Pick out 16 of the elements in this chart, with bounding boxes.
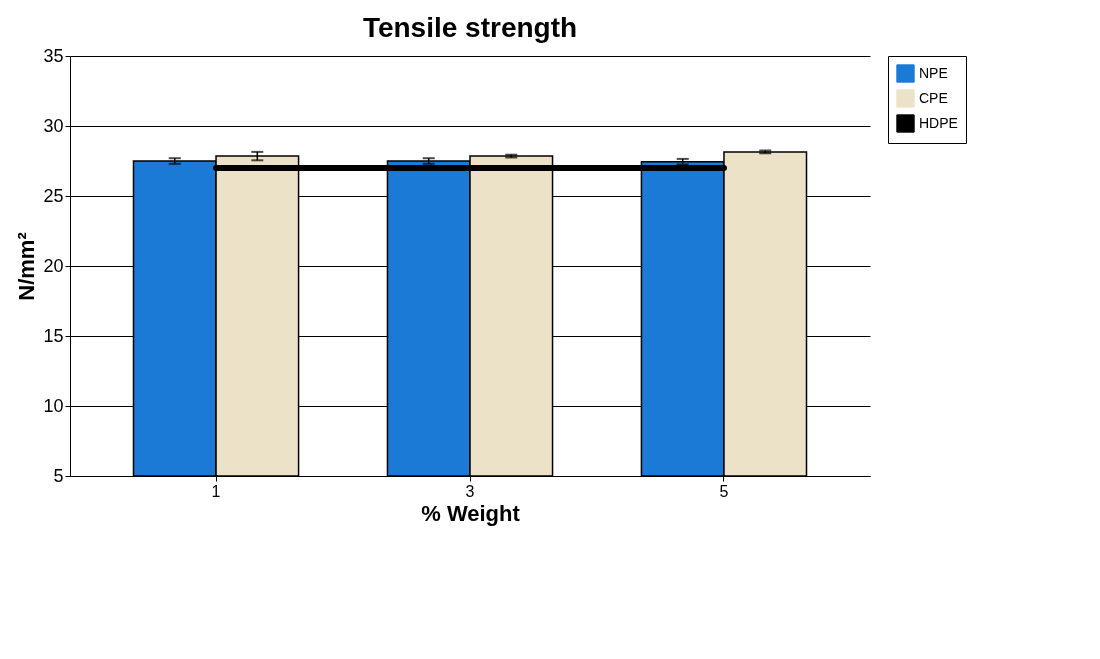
y-tick-label: 5 — [53, 465, 64, 486]
y-tick-label: 10 — [43, 395, 64, 416]
x-tick-label: 3 — [465, 482, 475, 500]
legend-label: HDPE — [919, 114, 958, 131]
y-tick-label: 35 — [43, 45, 64, 66]
chart-title: Tensile strength — [362, 12, 578, 43]
y-tick-label: 25 — [43, 185, 64, 206]
y-tick-label: 30 — [43, 115, 64, 136]
y-axis-title: N/mm² — [14, 232, 40, 301]
legend-label: NPE — [919, 64, 948, 81]
x-tick-label: 1 — [211, 482, 221, 500]
y-tick-label: 15 — [43, 325, 64, 346]
legend-label: CPE — [919, 89, 948, 106]
y-tick-label: 20 — [43, 255, 64, 276]
x-axis-title: % Weight — [421, 500, 521, 526]
x-tick-label: 5 — [719, 482, 729, 500]
